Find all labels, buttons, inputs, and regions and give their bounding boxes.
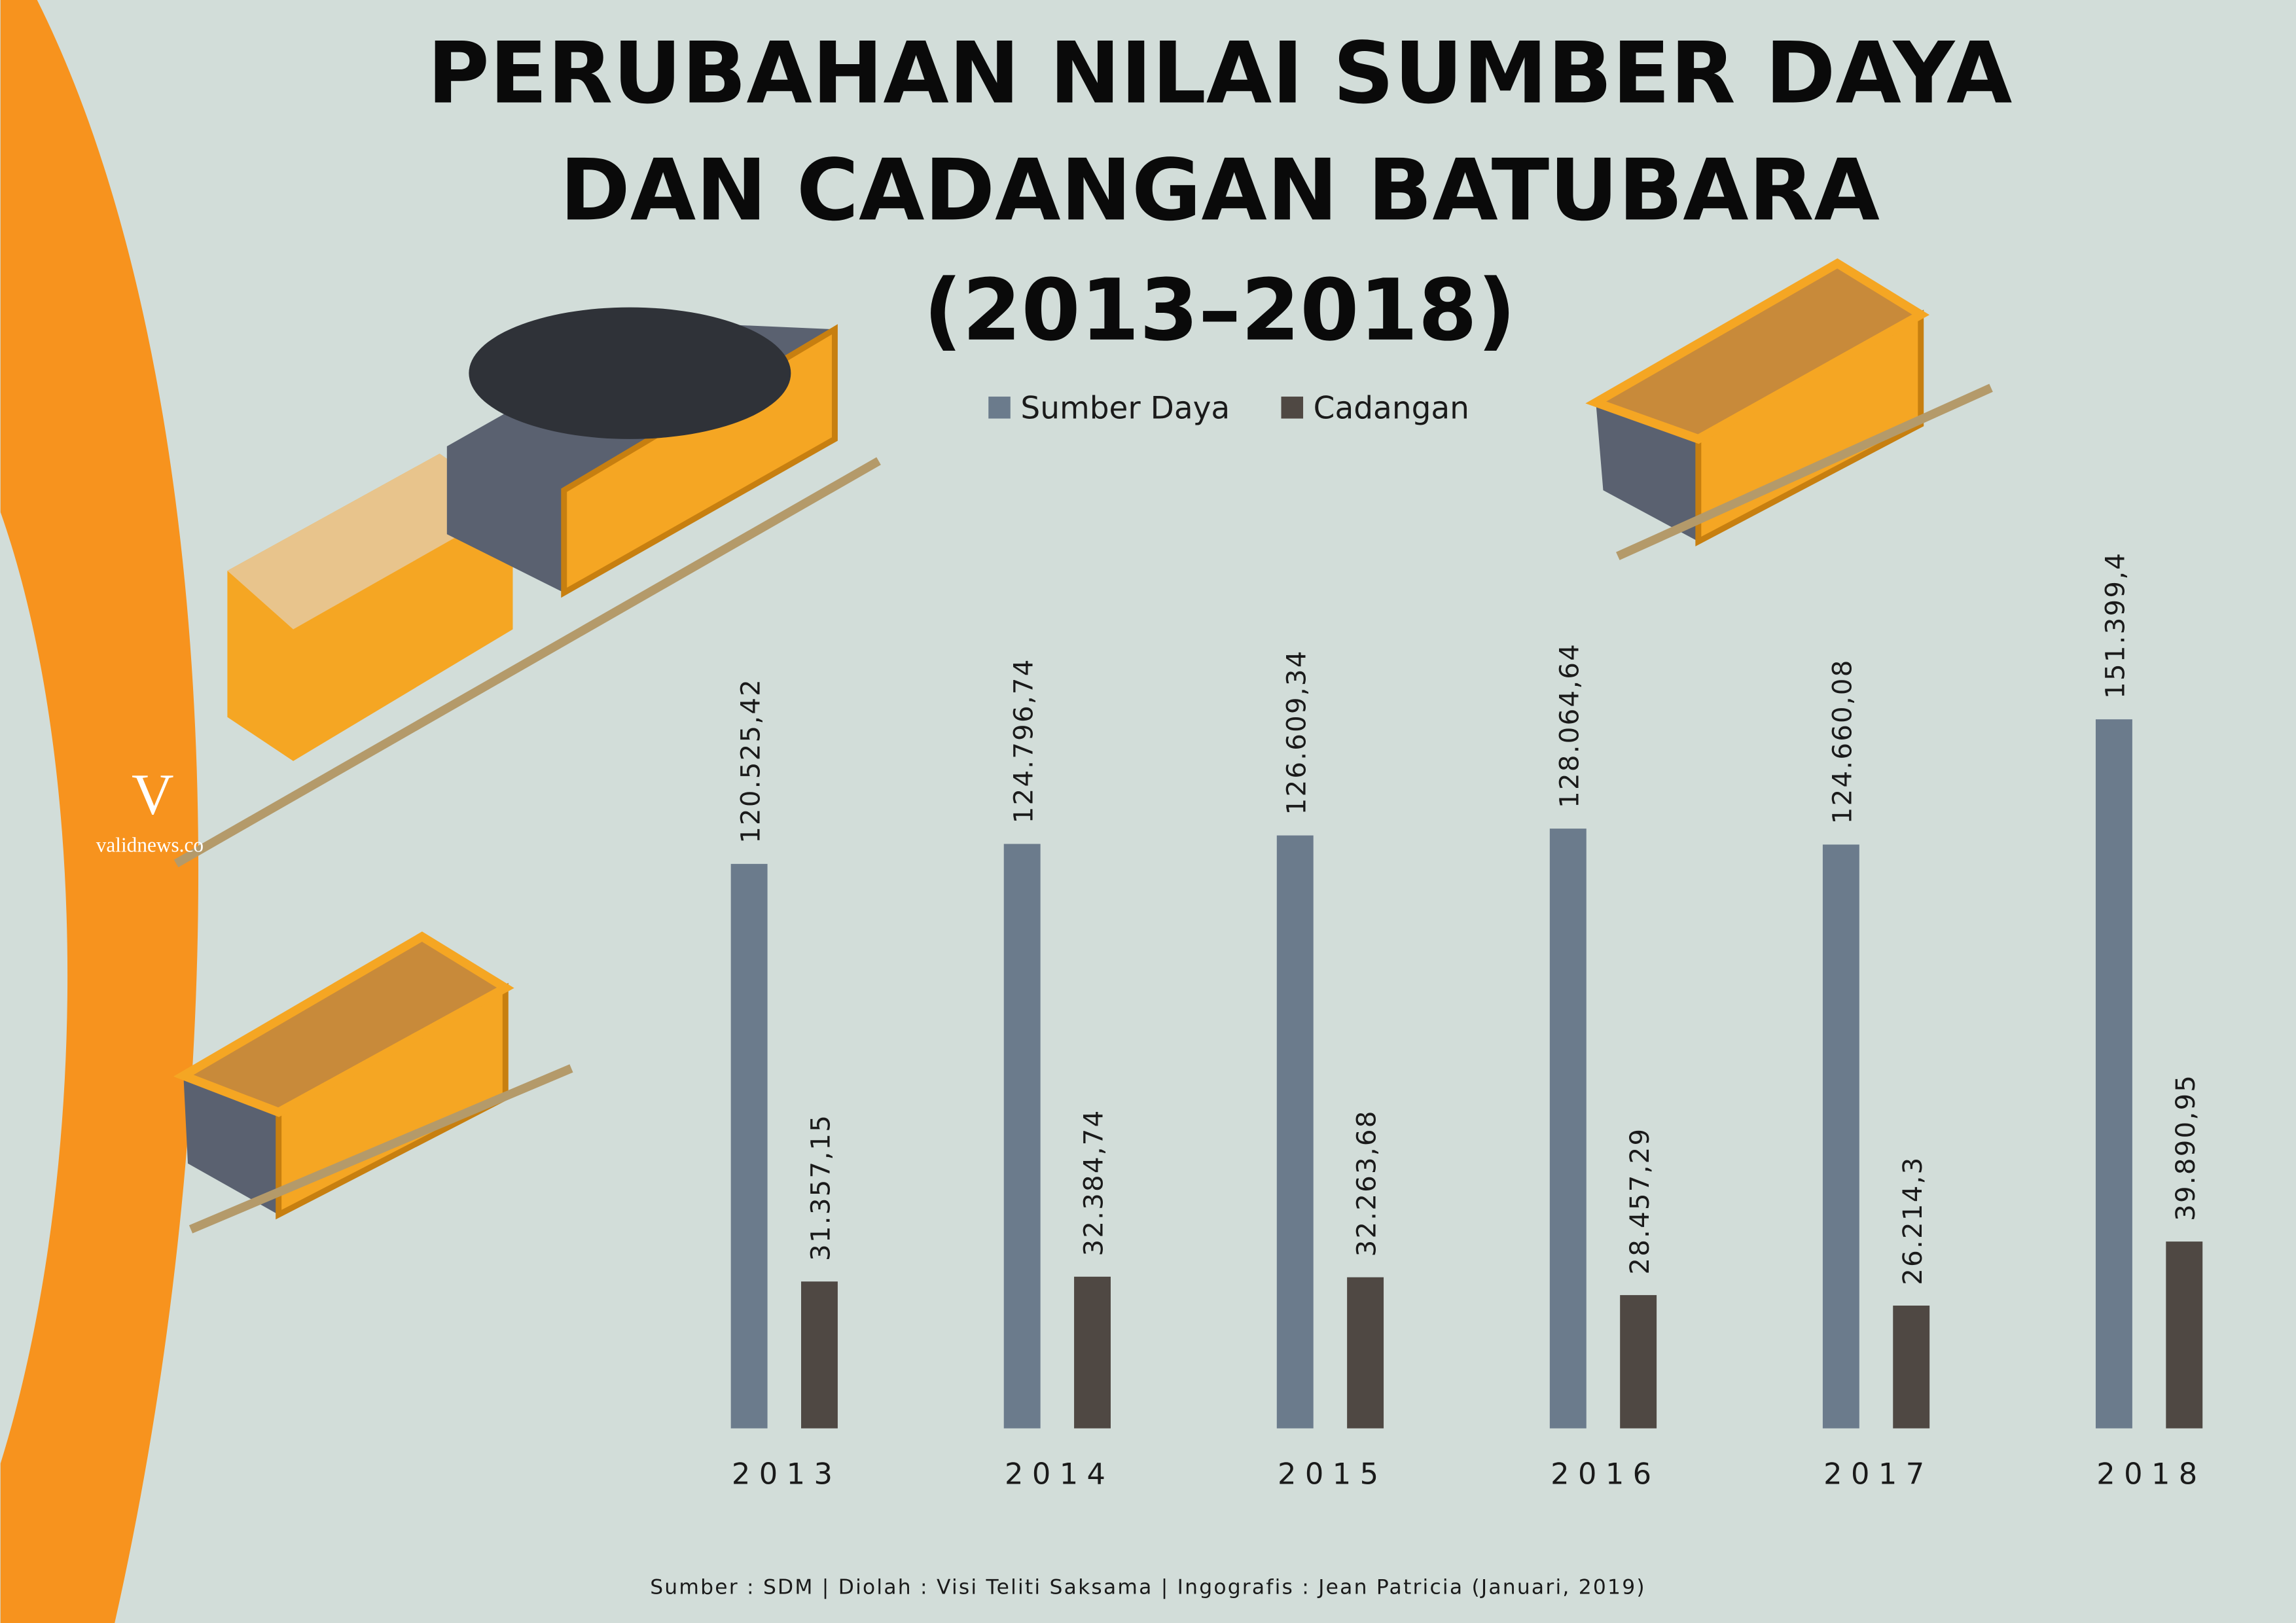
- wagon-illustration: [173, 931, 573, 1234]
- logo-mark: V: [132, 762, 174, 827]
- bar: [1074, 1276, 1111, 1429]
- train-illustration: [173, 307, 881, 868]
- value-label: 120.525,42: [736, 678, 766, 844]
- logo-text: validnews.co: [96, 833, 204, 856]
- chart-title: PERUBAHAN NILAI SUMBER DAYA: [427, 24, 2013, 123]
- bar: [1276, 835, 1314, 1429]
- orange-arc: [0, 0, 199, 1623]
- legend-label: Sumber Daya: [1020, 391, 1230, 427]
- legend-swatch: [988, 397, 1011, 419]
- value-label: 28.457,29: [1625, 1128, 1655, 1275]
- legend-label: Cadangan: [1314, 391, 1469, 427]
- value-label: 128.064,64: [1554, 643, 1585, 808]
- bar: [1822, 844, 1859, 1429]
- source-note: Sumber : SDM | Diolah : Visi Teliti Saks…: [650, 1575, 1646, 1599]
- bar: [1620, 1294, 1657, 1429]
- chart-title: DAN CADANGAN BATUBARA: [560, 141, 1880, 240]
- bar: [801, 1281, 838, 1429]
- value-label: 124.796,74: [1009, 658, 1039, 823]
- value-label: 124.660,08: [1828, 658, 1858, 824]
- value-label: 151.399,4: [2101, 552, 2131, 699]
- x-tick-label: 2015: [1278, 1457, 1387, 1491]
- x-tick-label: 2018: [2096, 1457, 2206, 1491]
- chart-title: (2013–2018): [924, 261, 1516, 360]
- x-tick-label: 2013: [732, 1457, 841, 1491]
- bar: [1003, 844, 1041, 1429]
- bar: [1549, 829, 1587, 1429]
- legend-swatch: [1281, 397, 1304, 419]
- value-label: 32.263,68: [1352, 1109, 1382, 1257]
- value-label: 32.384,74: [1079, 1109, 1109, 1257]
- bar: [730, 864, 768, 1429]
- x-tick-label: 2017: [1823, 1457, 1933, 1491]
- value-label: 26.214,3: [1898, 1156, 1928, 1285]
- bar: [2095, 719, 2132, 1429]
- bar: [2166, 1241, 2203, 1429]
- bar: [1347, 1277, 1384, 1429]
- bar: [1893, 1305, 1930, 1429]
- value-label: 31.357,15: [806, 1114, 836, 1261]
- value-label: 39.890,95: [2171, 1074, 2201, 1221]
- x-tick-label: 2014: [1005, 1457, 1114, 1491]
- wagon-illustration: [1585, 258, 1993, 560]
- x-tick-label: 2016: [1551, 1457, 1660, 1491]
- value-label: 126.609,34: [1282, 649, 1312, 815]
